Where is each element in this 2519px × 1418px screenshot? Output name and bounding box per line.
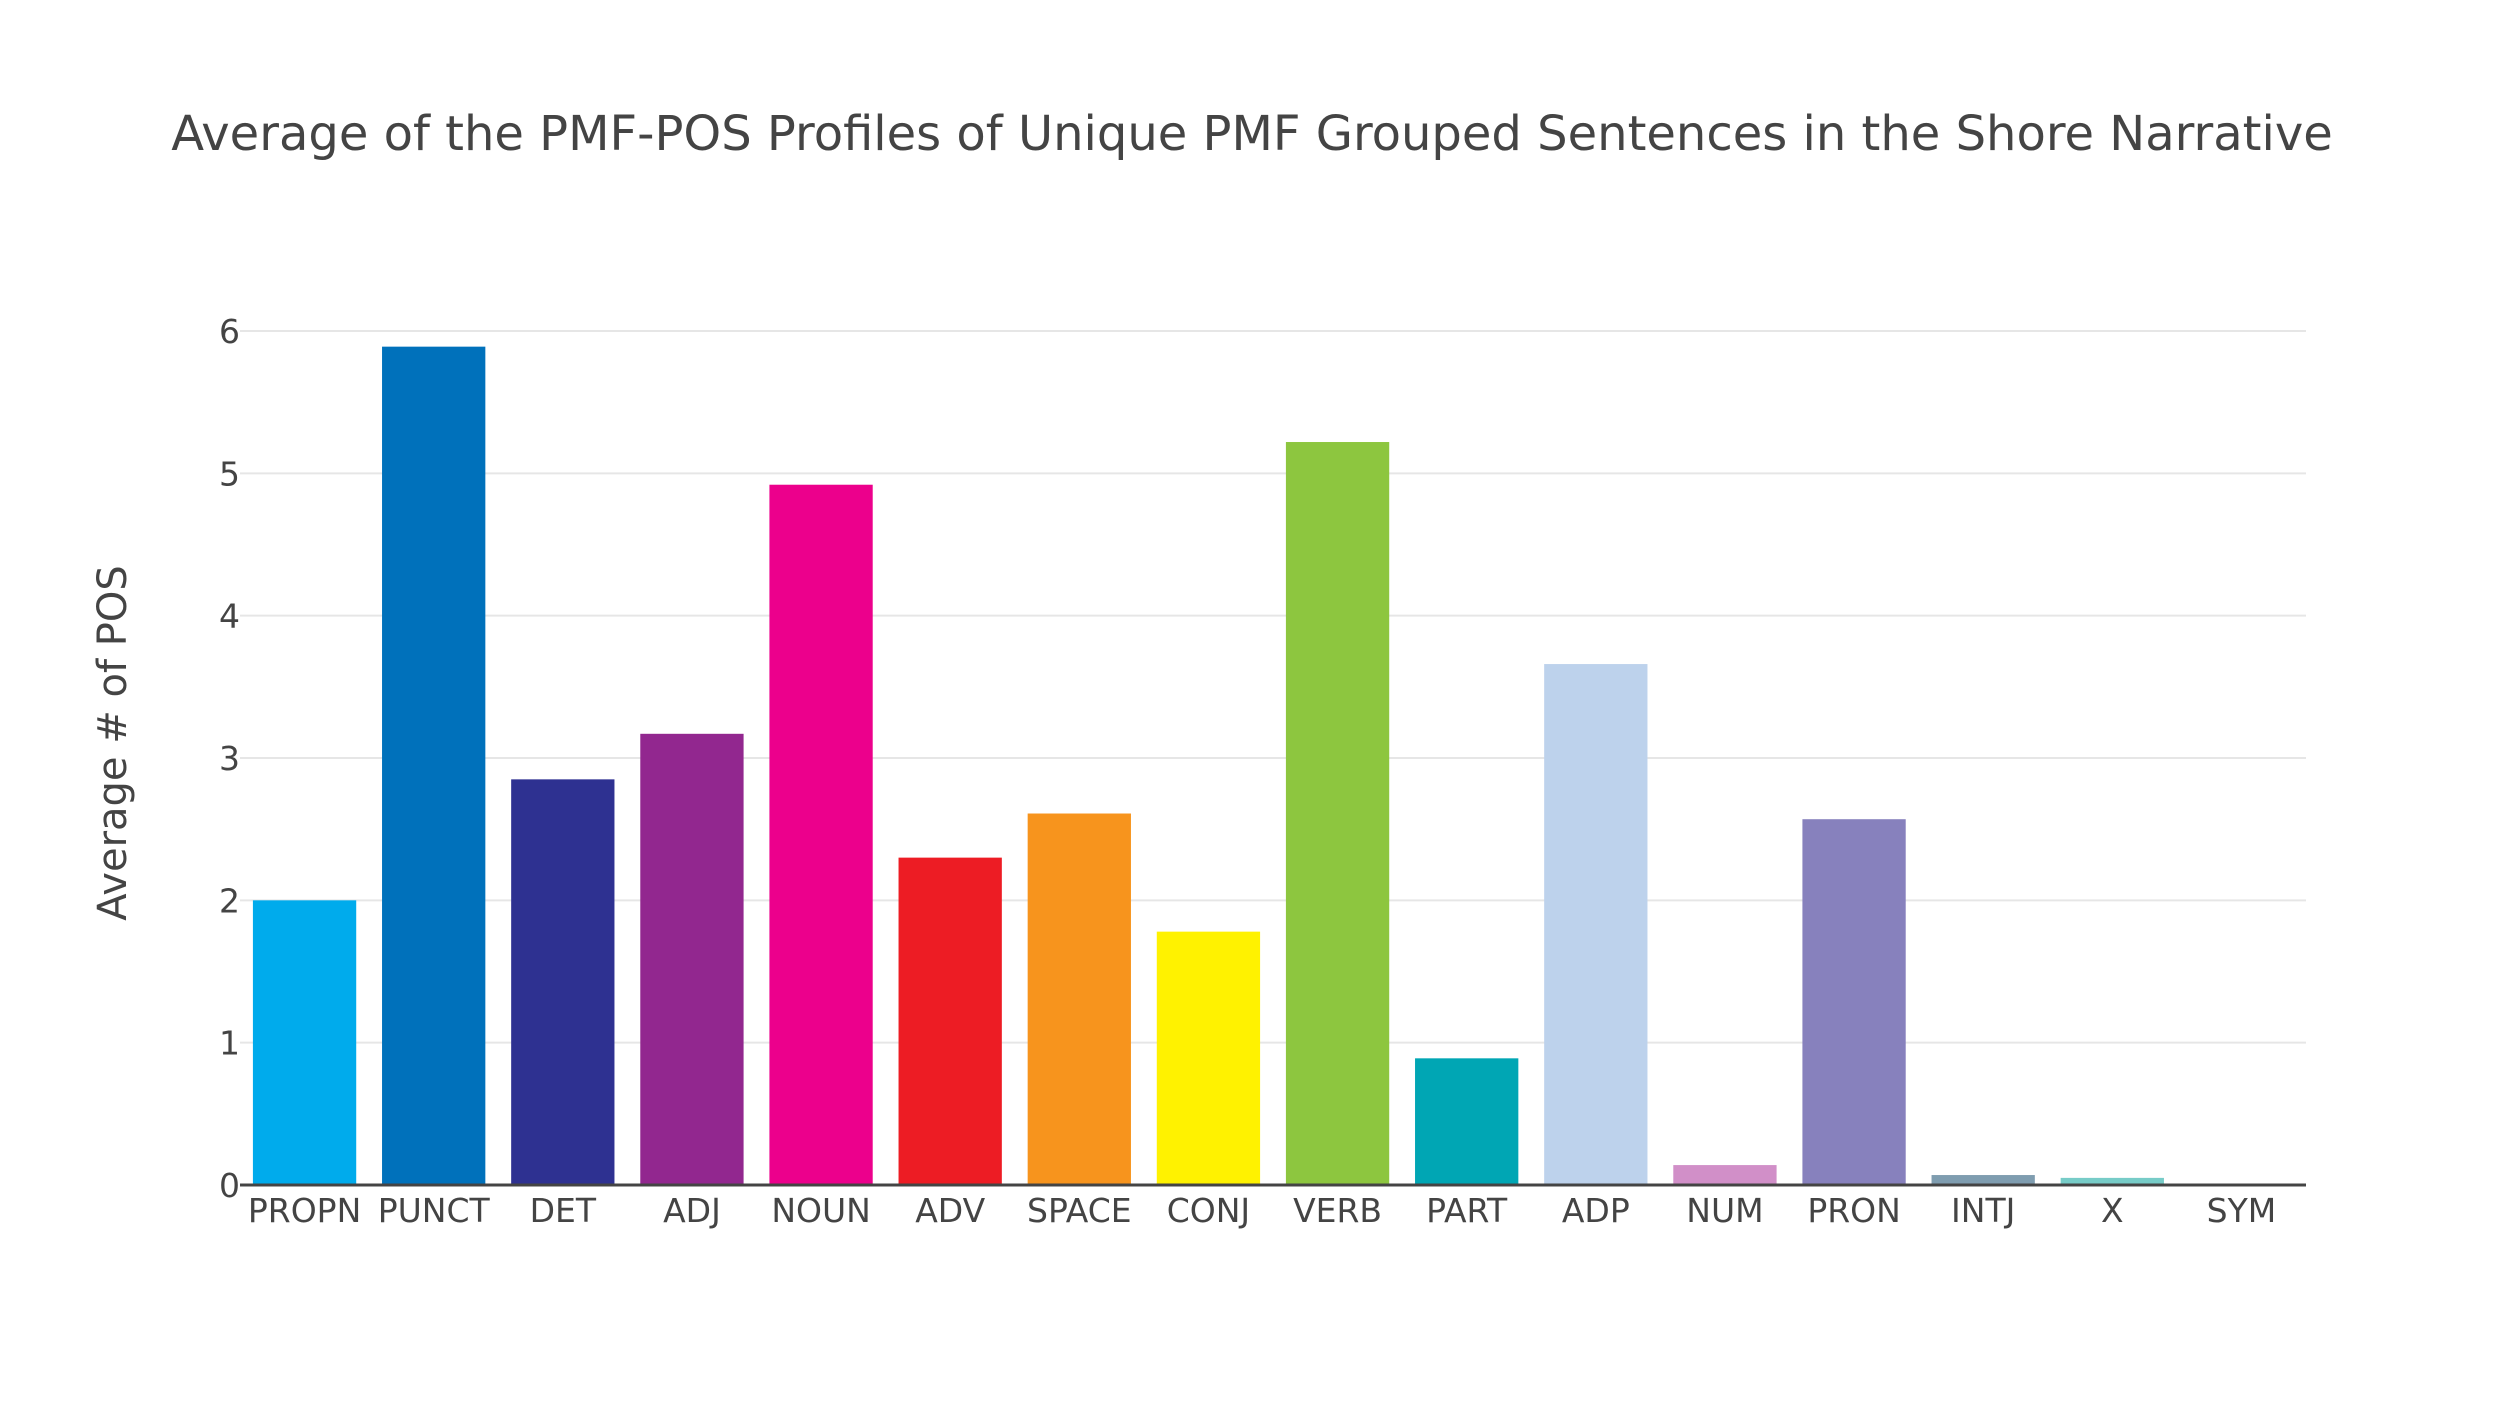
bar-intj (1931, 1175, 2035, 1185)
x-tick-label: DET (530, 1191, 597, 1230)
x-tick-label: PRON (1807, 1191, 1901, 1230)
y-tick-label: 4 (219, 597, 240, 636)
y-tick-label: 3 (219, 739, 240, 778)
y-tick-label: 6 (219, 312, 240, 351)
y-axis-label: Average # of POS (90, 565, 136, 920)
y-tick-label: 5 (219, 454, 240, 493)
bar-pron (1802, 819, 1906, 1185)
x-tick-label: PART (1426, 1191, 1508, 1230)
x-tick-label: SYM (2207, 1191, 2277, 1230)
bar-conj (1156, 931, 1261, 1185)
x-tick-label: ADJ (663, 1191, 721, 1230)
x-tick-label: ADV (915, 1191, 985, 1230)
x-tick-label: CONJ (1167, 1191, 1250, 1230)
x-tick-label: ADP (1562, 1191, 1630, 1230)
x-tick-label: PROPN (248, 1191, 361, 1230)
bar-punct (382, 346, 486, 1185)
bar-adp (1544, 664, 1648, 1185)
bar-space (1027, 813, 1131, 1185)
bar-adv (898, 857, 1002, 1185)
x-axis-ticks: PROPN PUNCT DET ADJ NOUN ADV SPACE CONJ VERB PART… (248, 1191, 2276, 1230)
bar-verb (1285, 442, 1390, 1185)
bars (252, 346, 2164, 1186)
bar-noun (769, 484, 873, 1186)
bar-det (511, 779, 615, 1185)
y-tick-label: 1 (219, 1024, 240, 1063)
bar-x (2060, 1177, 2164, 1185)
x-tick-label: INTJ (1951, 1191, 2015, 1230)
x-tick-label: NUM (1686, 1191, 1763, 1230)
x-tick-label: VERB (1293, 1191, 1382, 1230)
bar-part (1415, 1058, 1519, 1185)
bar-adj (640, 733, 744, 1185)
x-tick-label: X (2101, 1191, 2124, 1230)
y-axis-ticks: 0 1 2 3 4 5 6 (219, 312, 240, 1205)
x-tick-label: SPACE (1027, 1191, 1132, 1230)
chart-title: Average of the PMF-POS Profiles of Uniqu… (171, 106, 2333, 162)
x-tick-label: PUNCT (378, 1191, 491, 1230)
bar-num (1673, 1165, 1777, 1185)
bar-propn (252, 900, 357, 1185)
y-tick-label: 0 (219, 1166, 240, 1205)
x-tick-label: NOUN (771, 1191, 871, 1230)
y-tick-label: 2 (219, 881, 240, 920)
